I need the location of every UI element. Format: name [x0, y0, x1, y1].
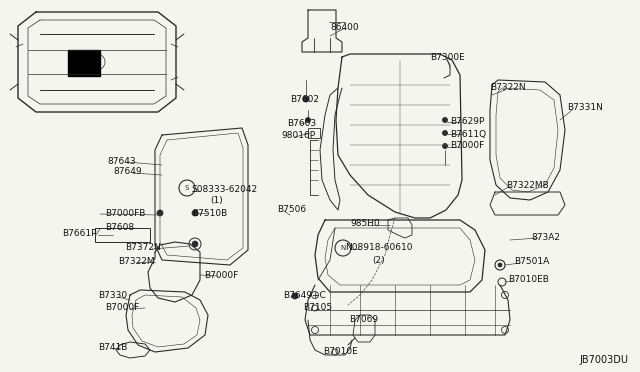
Text: 87649: 87649 — [113, 167, 141, 176]
Text: 86400: 86400 — [330, 23, 358, 32]
Text: B741B: B741B — [98, 343, 127, 352]
Circle shape — [305, 118, 310, 122]
Text: (2): (2) — [372, 256, 385, 264]
Text: B7000F: B7000F — [450, 141, 484, 151]
Text: B7608: B7608 — [105, 224, 134, 232]
Text: B7069: B7069 — [349, 315, 378, 324]
Text: B7649+C: B7649+C — [283, 291, 326, 299]
Circle shape — [442, 131, 447, 135]
Text: B7661P: B7661P — [62, 230, 97, 238]
Text: B7322N: B7322N — [490, 83, 525, 93]
Text: B7322MB: B7322MB — [506, 180, 548, 189]
Bar — [68, 50, 100, 76]
Circle shape — [192, 241, 198, 247]
Text: 873A2: 873A2 — [531, 232, 560, 241]
Text: B7330: B7330 — [98, 292, 127, 301]
Text: B7372N: B7372N — [125, 244, 161, 253]
Text: 98016P: 98016P — [281, 131, 315, 141]
Text: 985H0: 985H0 — [350, 219, 380, 228]
Text: B7611Q: B7611Q — [450, 129, 486, 138]
Text: N: N — [340, 245, 346, 251]
Text: B7000FB: B7000FB — [105, 208, 145, 218]
Text: B7501A: B7501A — [514, 257, 549, 266]
Circle shape — [292, 293, 298, 299]
Text: B7331N: B7331N — [567, 103, 603, 112]
Text: B7629P: B7629P — [450, 118, 484, 126]
Text: S: S — [185, 185, 189, 191]
Circle shape — [192, 210, 198, 216]
Text: B7506: B7506 — [277, 205, 306, 215]
Text: 87643: 87643 — [107, 157, 136, 166]
Circle shape — [442, 118, 447, 122]
Text: B7105: B7105 — [303, 304, 332, 312]
Text: B7000F: B7000F — [105, 304, 140, 312]
Text: B7010E: B7010E — [323, 347, 358, 356]
Text: B7010EB: B7010EB — [508, 276, 549, 285]
Text: B7510B: B7510B — [192, 208, 227, 218]
Text: B7602: B7602 — [290, 96, 319, 105]
Text: S08333-62042: S08333-62042 — [191, 186, 257, 195]
Circle shape — [498, 263, 502, 267]
Text: (1): (1) — [210, 196, 223, 205]
Text: N08918-60610: N08918-60610 — [345, 244, 413, 253]
Text: B7603: B7603 — [287, 119, 316, 128]
Text: JB7003DU: JB7003DU — [579, 355, 628, 365]
Circle shape — [303, 96, 309, 102]
Text: B7322M: B7322M — [118, 257, 155, 266]
Text: B7000F: B7000F — [204, 270, 238, 279]
Text: B7300E: B7300E — [430, 54, 465, 62]
Circle shape — [157, 210, 163, 216]
Circle shape — [442, 144, 447, 148]
Bar — [308, 128, 320, 138]
Bar — [95, 228, 150, 242]
